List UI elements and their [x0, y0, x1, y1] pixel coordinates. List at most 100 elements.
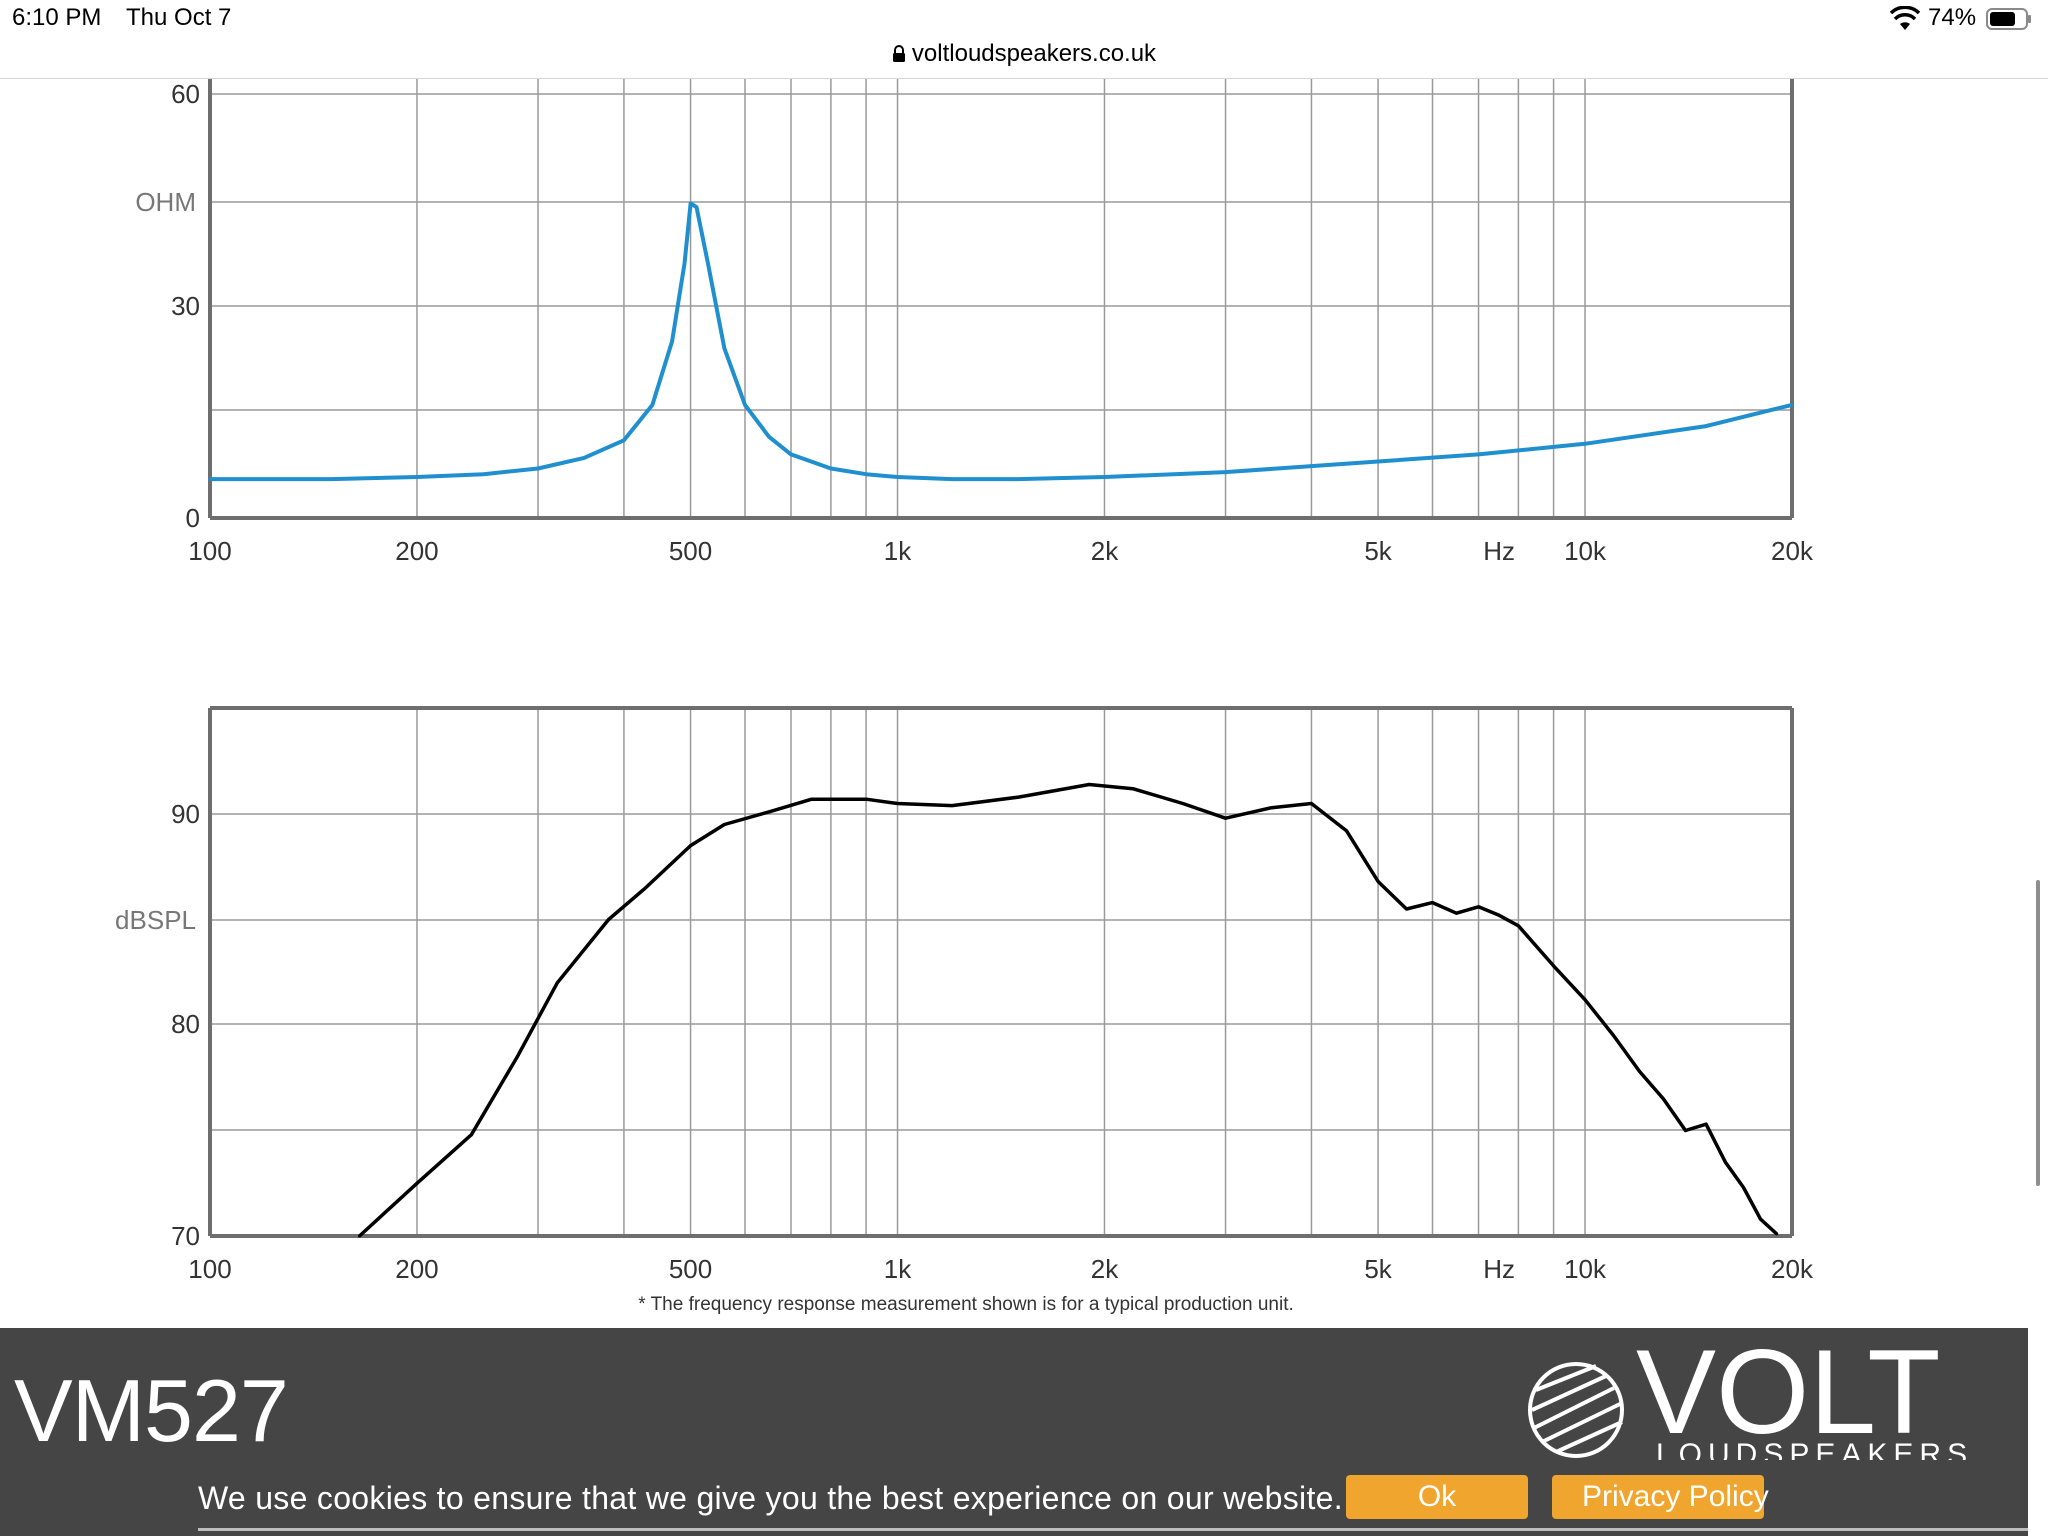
cookie-ok-button[interactable]: Ok	[1346, 1475, 1528, 1519]
scrollbar-track	[2028, 78, 2048, 1458]
data-point	[767, 435, 771, 439]
data-point	[1637, 1069, 1641, 1073]
data-point	[1661, 1097, 1665, 1101]
data-point	[1454, 911, 1458, 915]
address-bar[interactable]: voltloudspeakers.co.uk	[0, 40, 2048, 68]
data-point	[1583, 442, 1587, 446]
battery-icon	[1986, 8, 2031, 30]
data-point	[1224, 816, 1228, 820]
data-point	[1224, 470, 1228, 474]
y-tick-label: 70	[171, 1221, 200, 1251]
x-tick-label: 10k	[1564, 1254, 1607, 1284]
lock-icon	[892, 45, 905, 62]
x-tick-label: 100	[188, 1254, 231, 1284]
data-point	[1704, 424, 1708, 428]
y-tick-label: 90	[171, 799, 200, 829]
data-point	[789, 452, 793, 456]
data-point	[515, 1055, 519, 1059]
data-point	[683, 262, 687, 266]
data-point	[650, 403, 654, 407]
data-point	[1017, 795, 1021, 799]
x-tick-label: 100	[188, 536, 231, 566]
y-tick-label: 80	[171, 1009, 200, 1039]
data-point	[622, 438, 626, 442]
x-tick-label: 2k	[1091, 1254, 1119, 1284]
brand-logo-text: VOLT	[1636, 1325, 1941, 1459]
data-point	[1309, 801, 1313, 805]
data-point	[1759, 1217, 1763, 1221]
data-point	[536, 467, 540, 471]
brand-logo-subtext: LOUDSPEAKERS	[1656, 1440, 1974, 1460]
y-tick-label: 30	[171, 291, 200, 321]
data-point	[1775, 1232, 1779, 1236]
x-tick-label: 20k	[1771, 1254, 1814, 1284]
data-point	[689, 202, 693, 206]
status-time: 6:10 PM	[12, 4, 102, 31]
data-point	[722, 346, 726, 350]
data-point	[1102, 475, 1106, 479]
model-name: VM527	[14, 1361, 289, 1460]
data-point	[329, 477, 333, 481]
data-point	[950, 477, 954, 481]
cookie-message: We use cookies to ensure that we give yo…	[198, 1480, 1343, 1516]
data-point	[1131, 787, 1135, 791]
x-axis-label: Hz	[1483, 1254, 1515, 1284]
data-point	[1405, 907, 1409, 911]
data-point	[689, 844, 693, 848]
status-date: Thu Oct 7	[126, 4, 232, 31]
data-point	[864, 797, 868, 801]
x-tick-label: 10k	[1564, 536, 1607, 566]
data-point	[469, 1133, 473, 1137]
data-point	[482, 472, 486, 476]
data-point	[1376, 880, 1380, 884]
data-point	[1431, 901, 1435, 905]
scrollbar-thumb[interactable]	[2036, 880, 2040, 1186]
data-point	[694, 205, 698, 209]
y-tick-label: 60	[171, 79, 200, 109]
data-point	[1552, 964, 1556, 968]
data-point	[706, 262, 710, 266]
data-point	[950, 804, 954, 808]
data-point	[670, 339, 674, 343]
data-point	[767, 810, 771, 814]
data-point	[1723, 1160, 1727, 1164]
data-point	[415, 1181, 419, 1185]
data-point	[358, 1234, 362, 1238]
y-tick-label: 0	[186, 503, 200, 533]
data-point	[896, 475, 900, 479]
chart-footnote: * The frequency response measurement sho…	[638, 1294, 1294, 1315]
data-point	[607, 918, 611, 921]
cookie-divider	[198, 1528, 2028, 1531]
page-content[interactable]: 0 30 60 OHM 100 200 500 1k 2k 5k 10k 20k Hz 70 80 90 dBS…	[0, 78, 2048, 1328]
charts-svg: 0 30 60 OHM 100 200 500 1k 2k 5k 10k 20k Hz 70 80 90 dBS…	[115, 78, 1814, 1315]
x-tick-label: 500	[669, 536, 712, 566]
data-point	[1790, 403, 1794, 407]
data-point	[722, 823, 726, 827]
data-point	[1741, 1185, 1745, 1189]
data-point	[743, 403, 747, 407]
data-point	[1376, 459, 1380, 463]
data-point	[829, 467, 833, 471]
x-tick-label: 1k	[884, 536, 912, 566]
data-point	[1017, 477, 1021, 481]
data-point	[644, 886, 648, 890]
x-tick-label: 1k	[884, 1254, 912, 1284]
data-point	[1477, 905, 1481, 909]
data-point	[1181, 801, 1185, 805]
status-bar: 6:10 PM Thu Oct 7 74% voltloudspeakers.c…	[0, 0, 2048, 79]
data-point	[582, 456, 586, 460]
data-point	[1684, 1129, 1688, 1132]
data-point	[1270, 806, 1274, 810]
data-point	[208, 477, 212, 481]
x-tick-label: 5k	[1364, 536, 1392, 566]
y-axis-label: OHM	[135, 187, 196, 217]
data-point	[1704, 1122, 1708, 1126]
x-tick-label: 500	[669, 1254, 712, 1284]
data-point	[896, 801, 900, 805]
x-tick-label: 2k	[1091, 536, 1119, 566]
url-text: voltloudspeakers.co.uk	[911, 40, 1157, 67]
data-point	[1611, 1034, 1615, 1038]
x-tick-label: 20k	[1771, 536, 1814, 566]
series-line	[358, 782, 1778, 1238]
privacy-policy-button[interactable]: Privacy Policy	[1552, 1475, 1769, 1519]
